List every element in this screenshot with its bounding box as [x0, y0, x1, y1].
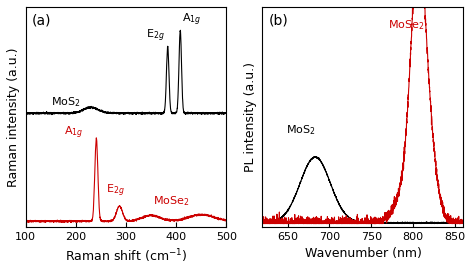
Text: MoS$_2$: MoS$_2$: [286, 123, 316, 137]
Text: A$_{1g}$: A$_{1g}$: [182, 11, 201, 28]
Y-axis label: PL intensity (a.u.): PL intensity (a.u.): [244, 62, 257, 172]
Text: A$_{1g}$: A$_{1g}$: [64, 125, 83, 141]
Text: (b): (b): [268, 14, 288, 27]
Y-axis label: Raman intensity (a.u.): Raman intensity (a.u.): [7, 47, 20, 187]
Text: MoSe$_2$: MoSe$_2$: [153, 194, 190, 208]
Text: MoSe$_2$: MoSe$_2$: [388, 18, 425, 32]
X-axis label: Wavenumber (nm): Wavenumber (nm): [304, 248, 421, 261]
X-axis label: Raman shift (cm$^{-1}$): Raman shift (cm$^{-1}$): [65, 248, 187, 265]
Text: E$_{2g}$: E$_{2g}$: [146, 28, 164, 44]
Text: E$_{2g}$: E$_{2g}$: [106, 183, 124, 199]
Text: MoS$_2$: MoS$_2$: [51, 95, 80, 109]
Text: (a): (a): [32, 14, 51, 27]
